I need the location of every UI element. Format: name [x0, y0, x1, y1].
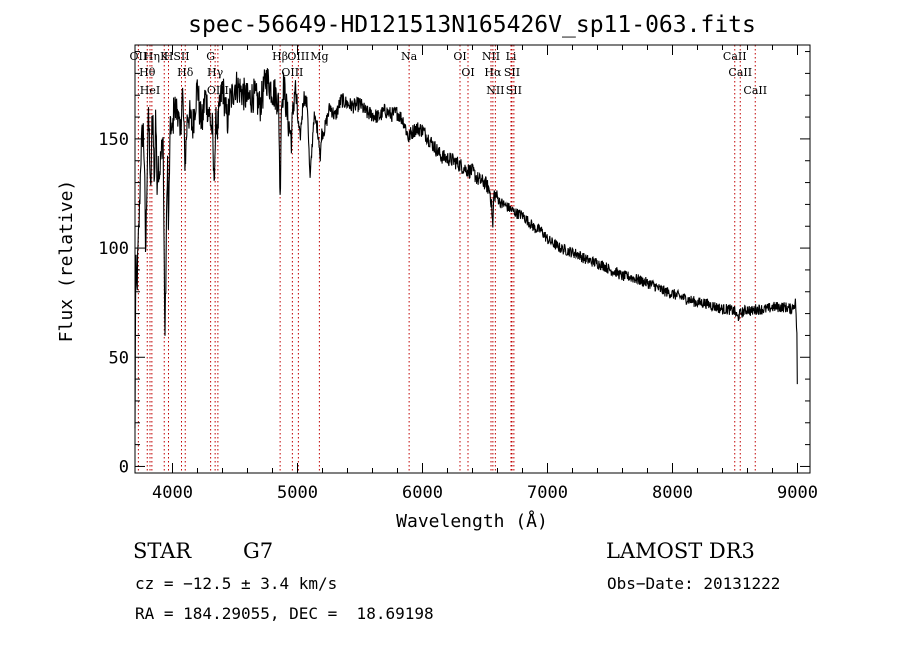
x-axis-label: Wavelength (Å) [396, 510, 548, 532]
y-tick-label: 0 [119, 457, 129, 477]
line-marker-label: SII [506, 84, 522, 97]
line-marker-label: OIII [207, 84, 229, 97]
x-tick-label: 9000 [777, 483, 818, 503]
line-marker-label: OIII [281, 66, 303, 79]
coordinates: RA = 184.29055, DEC = 18.69198 [135, 604, 434, 623]
line-marker-label: Hα [484, 66, 502, 79]
line-marker-label: OIII [287, 50, 309, 63]
axis-tick-labels: 4000 5000 6000 7000 8000 9000 0 50 100 150 [98, 130, 818, 503]
plot-frame [134, 44, 811, 474]
axis-ticks [135, 45, 810, 473]
x-tick-label: 8000 [652, 483, 693, 503]
spectral-subclass: G7 [243, 539, 274, 563]
line-marker-label: NII [486, 84, 504, 97]
survey-name: LAMOST DR3 [606, 539, 755, 563]
y-tick-label: 50 [109, 348, 129, 368]
y-tick-label: 150 [98, 130, 129, 150]
observation-date: Obs−Date: 20131222 [607, 574, 781, 593]
line-marker-label: OI [461, 66, 474, 79]
line-marker-label: CaII [743, 84, 767, 97]
line-marker-label: G [206, 50, 215, 63]
y-tick-label: 100 [98, 239, 129, 259]
line-marker-label: CaII [728, 66, 752, 79]
line-marker-label: Mg [310, 50, 328, 63]
line-marker-label: Hδ [177, 66, 194, 79]
x-tick-label: 4000 [152, 483, 193, 503]
y-axis-label: Flux (relative) [56, 180, 77, 343]
line-marker-label: Li [506, 50, 517, 63]
line-marker-label: K [160, 50, 169, 63]
line-marker-label: Hθ [139, 66, 156, 79]
line-marker-label: Hβ [272, 50, 288, 63]
spectrum-line [134, 68, 798, 429]
line-marker-label: HeI [140, 84, 160, 97]
line-marker-label: OII [130, 50, 148, 63]
line-marker-label: CaII [723, 50, 747, 63]
redshift-cz: cz = −12.5 ± 3.4 km/s [135, 574, 338, 593]
emission-line-markers [137, 45, 756, 473]
line-marker-label: SII [504, 66, 520, 79]
x-tick-label: 7000 [527, 483, 568, 503]
line-marker-label: Hη [144, 50, 160, 63]
line-marker-label: H [164, 50, 174, 63]
line-marker-label: Hγ [207, 66, 224, 79]
chart-title: spec-56649-HD121513N165426V_sp11-063.fit… [188, 12, 756, 38]
line-marker-label: OI [453, 50, 466, 63]
line-marker-label: NII [482, 50, 500, 63]
line-marker-label: Na [401, 50, 418, 63]
x-tick-label: 6000 [402, 483, 443, 503]
line-marker-label: SII [173, 50, 189, 63]
object-class: STAR [133, 539, 192, 563]
x-tick-label: 5000 [277, 483, 318, 503]
